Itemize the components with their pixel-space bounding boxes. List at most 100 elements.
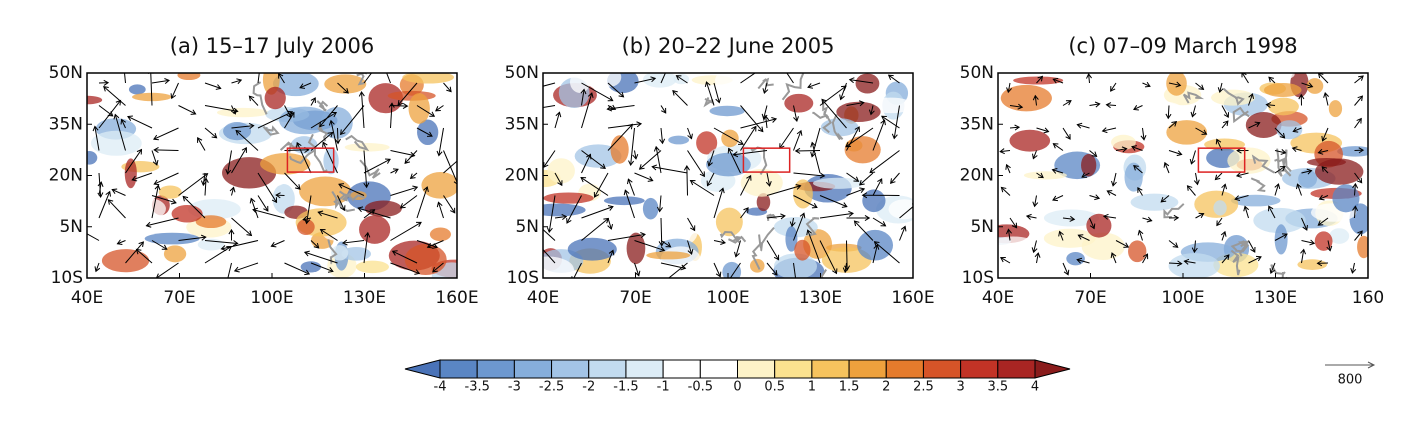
colorbar-bin <box>440 360 477 378</box>
colorbar-bin <box>775 360 812 378</box>
shading <box>1169 253 1220 279</box>
panel-title: (b) 20–22 June 2005 <box>622 34 835 58</box>
shading <box>430 227 451 241</box>
colorbar-label: 0 <box>733 380 741 395</box>
y-tick-label: 35N <box>505 114 539 134</box>
x-tick-label: 40E <box>982 288 1014 308</box>
colorbar-end <box>1035 360 1070 378</box>
arrow-head <box>457 157 462 162</box>
y-tick-label: 20N <box>49 166 83 186</box>
y-tick-label: 35N <box>960 114 994 134</box>
shading <box>530 204 585 217</box>
colorbar-label: -2 <box>582 380 595 395</box>
x-tick-label: 40E <box>71 288 103 308</box>
colorbar-label: -1.5 <box>613 380 638 395</box>
shading <box>131 198 166 219</box>
shading <box>1298 170 1317 188</box>
shading <box>102 249 149 272</box>
shading <box>547 158 575 183</box>
shading <box>821 118 859 136</box>
map <box>522 63 920 298</box>
colorbar-bin <box>738 360 775 378</box>
shading <box>172 205 203 222</box>
colorbar-label: 4 <box>1031 380 1039 395</box>
colorbar-bin <box>849 360 886 378</box>
shading <box>356 261 389 273</box>
y-tick-label: 5N <box>515 217 539 237</box>
wind-vector <box>687 166 688 196</box>
map <box>67 55 477 291</box>
colorbar-bin <box>552 360 589 378</box>
colorbar-bin <box>998 360 1035 378</box>
shading <box>611 135 629 163</box>
shading <box>265 87 286 109</box>
x-tick-label: 100E <box>1161 288 1204 308</box>
y-tick-label: 35N <box>49 114 83 134</box>
wind-vector <box>796 151 820 152</box>
shading <box>604 196 645 205</box>
x-tick-label: 130E <box>1254 288 1297 308</box>
shading <box>301 261 321 272</box>
shading <box>889 199 921 219</box>
shading <box>177 70 200 80</box>
colorbar-bin <box>700 360 737 378</box>
x-tick-label: 160 <box>1352 288 1384 308</box>
shading <box>409 93 430 124</box>
colorbar-label: 3 <box>956 380 964 395</box>
shading <box>568 238 617 261</box>
shading <box>543 192 593 203</box>
colorbar-bin <box>589 360 626 378</box>
shading <box>570 71 590 93</box>
shading <box>1211 90 1255 106</box>
shading <box>856 73 880 93</box>
x-tick-label: 160E <box>891 288 934 308</box>
shading <box>845 136 881 163</box>
colorbar-label: 0.5 <box>764 380 785 395</box>
shading <box>1166 120 1207 145</box>
colorbar-bin <box>626 360 663 378</box>
arrow-head <box>781 64 786 69</box>
shading <box>159 185 182 198</box>
panel-title: (c) 07–09 March 1998 <box>1068 34 1297 58</box>
shading <box>81 151 97 165</box>
shading <box>125 158 137 188</box>
shading <box>646 251 690 259</box>
x-tick-label: 160E <box>435 288 478 308</box>
arrow-head <box>761 66 766 71</box>
colorbar-label: -4 <box>434 380 447 395</box>
x-tick-label: 40E <box>527 288 559 308</box>
shading <box>91 131 142 156</box>
wind-vector <box>338 128 339 143</box>
shading <box>164 245 186 262</box>
y-tick-label: 50N <box>960 63 994 83</box>
shading <box>599 68 621 87</box>
x-tick-label: 70E <box>1074 288 1106 308</box>
shading <box>784 94 813 113</box>
arrow-head <box>121 60 126 65</box>
x-tick-label: 100E <box>706 288 749 308</box>
colorbar-label: 1.5 <box>839 380 860 395</box>
shading <box>359 215 390 244</box>
colorbar-bin <box>961 360 998 378</box>
shading <box>299 176 351 206</box>
shading <box>1264 83 1302 97</box>
colorbar-label: -3.5 <box>465 380 490 395</box>
colorbar-label: -1 <box>657 380 670 395</box>
panel-title: (a) 15–17 July 2006 <box>170 34 374 58</box>
colorbar-label: 2.5 <box>913 380 934 395</box>
wind-vector <box>1169 263 1182 264</box>
shading <box>1329 100 1342 117</box>
x-tick-label: 70E <box>163 288 195 308</box>
shading <box>1213 200 1226 215</box>
shading <box>421 172 459 199</box>
colorbar-end <box>405 360 440 378</box>
shading <box>1044 229 1096 248</box>
colorbar-label: -2.5 <box>539 380 564 395</box>
y-tick-label: 10S <box>507 268 539 288</box>
shading <box>1131 194 1179 211</box>
shading <box>721 130 738 148</box>
arrow-head <box>372 67 377 72</box>
x-tick-label: 70E <box>619 288 651 308</box>
colorbar-bin <box>812 360 849 378</box>
